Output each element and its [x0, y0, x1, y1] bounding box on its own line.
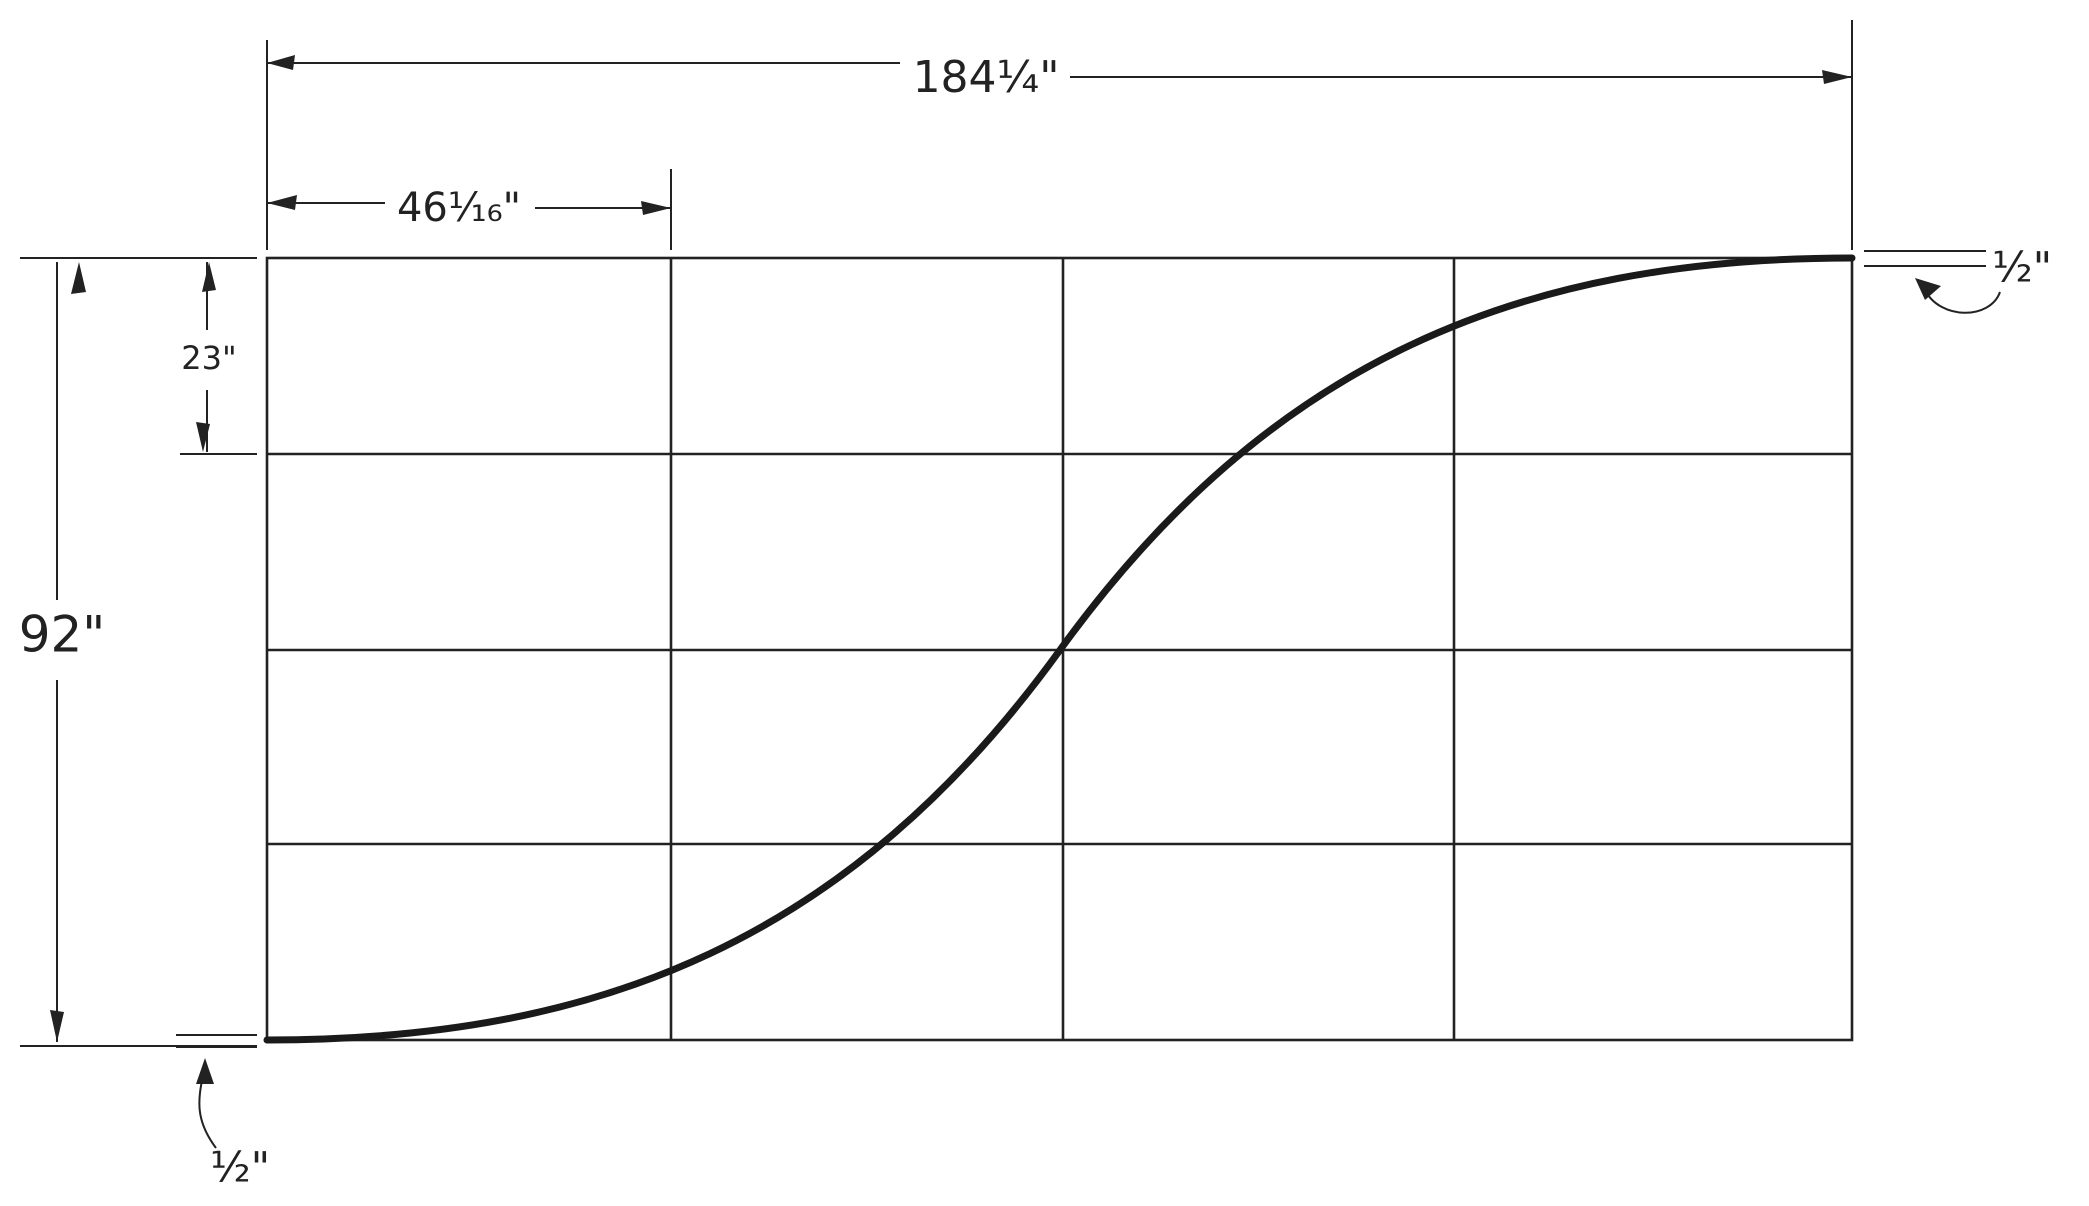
dimension-label: ½" — [1992, 243, 2052, 292]
dimension-label: 46¹⁄₁₆" — [397, 185, 521, 231]
dimension-label: ½" — [210, 1143, 270, 1192]
dimension-label: 92" — [19, 606, 106, 664]
dimension-label: 23" — [181, 339, 236, 377]
total-width-dimension: 184¼" — [266, 20, 1853, 250]
dimension-label: 184¼" — [913, 52, 1060, 103]
s-curve — [263, 254, 1856, 1044]
height-dimensions: 92" 23" — [19, 257, 257, 1047]
grid — [265, 256, 1854, 1042]
section-width-dimension: 46¹⁄₁₆" — [267, 169, 672, 250]
top-offset-dimension: ½" — [1864, 243, 2052, 314]
bottom-offset-dimension: ½" — [176, 1034, 270, 1192]
